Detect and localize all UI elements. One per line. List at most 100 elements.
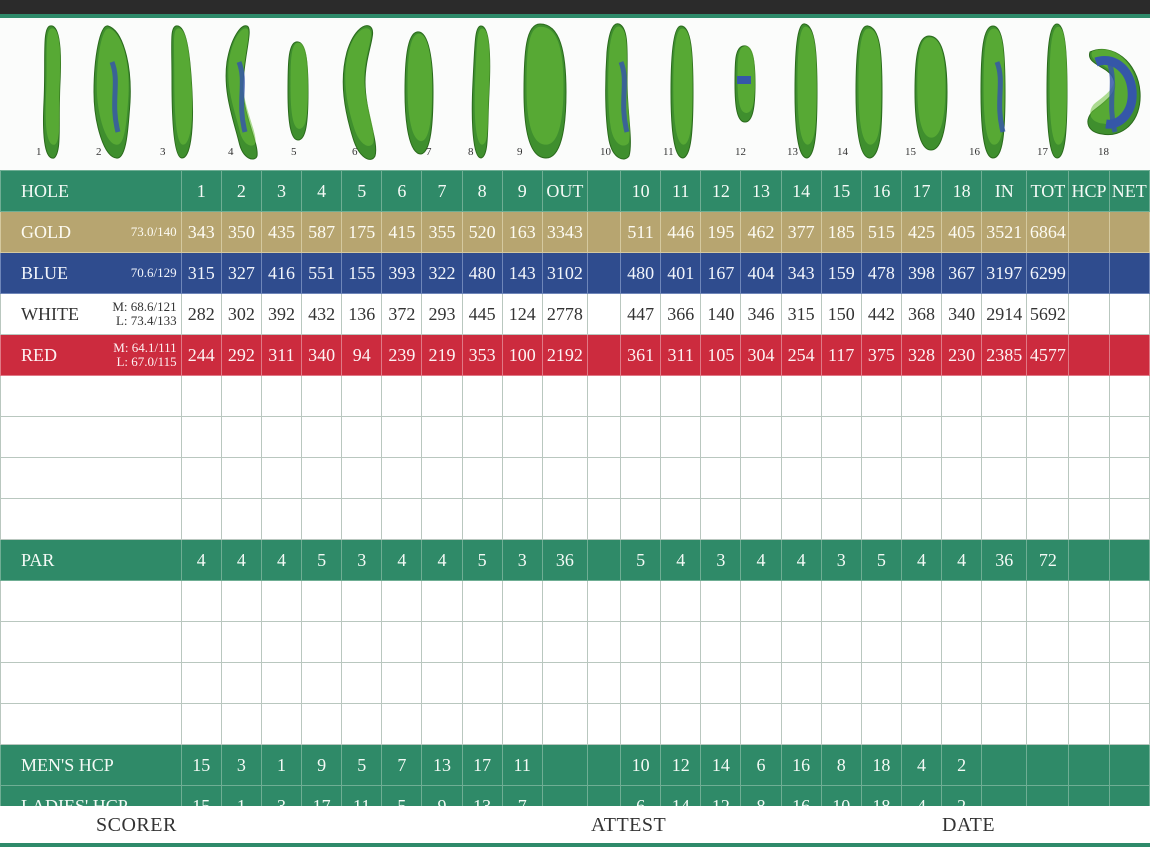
fairway-shape: [171, 25, 193, 159]
tee-row-gold-label: GOLD: [21, 221, 71, 242]
tee-row-red: RED M: 64.1/111 L: 67.0/115 244 292 311 340 94 2…: [0, 334, 1150, 376]
mens-hcp-row-label-cell: MEN'S HCP: [0, 744, 182, 786]
score-entry-row-cell: [461, 498, 503, 540]
tee-row-red-cell: [1068, 334, 1110, 376]
score-entry-row-cell: [586, 621, 622, 663]
score-entry-row: [0, 416, 1150, 458]
hole-5-map: [284, 22, 332, 162]
score-entry-row-cell: [740, 416, 782, 458]
hole-header-row-cell: 14: [780, 170, 822, 212]
tee-row-blue-cell: 343: [780, 252, 822, 294]
tee-row-red-cell: [586, 334, 622, 376]
top-border: [0, 0, 1150, 14]
par-row-cell: 4: [381, 539, 423, 581]
tee-row-blue-cell: 401: [660, 252, 702, 294]
score-entry-row-cell: [860, 580, 902, 622]
tee-row-blue-cell: 404: [740, 252, 782, 294]
fairway-shape: [1087, 48, 1141, 136]
score-entry-row-cell: [180, 457, 222, 499]
score-entry-row-cell: [180, 375, 222, 417]
tee-row-white-cell: 302: [220, 293, 262, 335]
score-entry-row-cell: [220, 621, 262, 663]
score-entry-row-cell: [1108, 498, 1150, 540]
score-entry-row-cell: [780, 580, 822, 622]
tee-row-gold-cell: 435: [260, 211, 303, 253]
score-entry-row-cell: [421, 621, 463, 663]
tee-row-red-cell: 4577: [1026, 334, 1070, 376]
score-entry-row-cell: [700, 375, 742, 417]
score-entry-row-cell: [780, 621, 822, 663]
tee-row-white-cell: 315: [780, 293, 822, 335]
hole-number-label: 12: [735, 146, 746, 158]
tee-row-blue-cell: 322: [421, 252, 463, 294]
score-entry-row-cell: [421, 457, 463, 499]
score-entry-row-cell: [541, 375, 588, 417]
tee-row-white-cell: 392: [260, 293, 303, 335]
mens-hcp-row-cell: [541, 744, 588, 786]
score-entry-row-cell: [1026, 457, 1070, 499]
mens-hcp-row-cell: 9: [300, 744, 343, 786]
hole-header-row-cell: 8: [461, 170, 503, 212]
score-entry-row-cell: [860, 662, 902, 704]
tee-row-red-cell: 311: [260, 334, 303, 376]
par-row-cell: 4: [260, 539, 303, 581]
tee-row-blue-cell: 478: [860, 252, 902, 294]
score-entry-row-cell: [421, 375, 463, 417]
fairway-shape: [1046, 23, 1068, 159]
hole-number-label: 2: [96, 146, 102, 158]
score-entry-row-cell: [780, 498, 822, 540]
par-row-cell: 5: [860, 539, 902, 581]
score-entry-row-cell: [780, 457, 822, 499]
score-entry-row: [0, 498, 1150, 540]
tee-row-gold-cell: 405: [941, 211, 983, 253]
score-entry-row-cell: [300, 457, 343, 499]
fairway-shape: [605, 23, 631, 160]
score-entry-row-cell: [421, 662, 463, 704]
score-entry-row-cell: [586, 457, 622, 499]
par-row-cell: [586, 539, 622, 581]
tee-row-red-label: RED: [21, 344, 57, 365]
score-entry-row-cell: [501, 375, 543, 417]
par-row-cell: 4: [421, 539, 463, 581]
tee-row-gold-cell: 377: [780, 211, 822, 253]
score-entry-row-cell: [381, 375, 423, 417]
score-entry-row-label-cell: [0, 375, 182, 417]
tee-row-white-cell: 346: [740, 293, 782, 335]
score-entry-row-cell: [1026, 416, 1070, 458]
score-entry-row-cell: [660, 498, 702, 540]
tee-row-gold-course-rating: 73.0/140: [131, 213, 177, 252]
score-entry-row-cell: [461, 621, 503, 663]
tee-row-white-cell: 445: [461, 293, 503, 335]
fairway-shape: [43, 25, 61, 159]
fairway-shape: [914, 35, 948, 151]
tee-row-white-cell: [1108, 293, 1150, 335]
hole-header-row-cell: 7: [421, 170, 463, 212]
tee-row-gold-cell: [1108, 211, 1150, 253]
score-entry-row-cell: [941, 416, 983, 458]
score-entry-row-cell: [220, 416, 262, 458]
score-entry-row-cell: [860, 457, 902, 499]
score-entry-row-cell: [620, 662, 662, 704]
par-row-cell: [1108, 539, 1150, 581]
score-entry-row-cell: [341, 375, 383, 417]
score-entry-row-cell: [461, 662, 503, 704]
tee-row-blue-cell: 367: [941, 252, 983, 294]
score-entry-row-cell: [900, 703, 943, 745]
par-row-cell: 4: [220, 539, 262, 581]
score-entry-row-cell: [461, 375, 503, 417]
tee-row-red-cell: 219: [421, 334, 463, 376]
par-row: PAR 4 4 4 5 3 4 4 5 3 36 5 4 3 4 4 3 5 4 4 36 72: [0, 539, 1150, 581]
mens-hcp-row-cell: 14: [700, 744, 742, 786]
score-entry-row-cell: [260, 621, 303, 663]
fairway-shape: [471, 25, 491, 159]
top-accent-line: [0, 14, 1150, 18]
par-row-cell: 4: [941, 539, 983, 581]
score-entry-row-cell: [300, 416, 343, 458]
mens-hcp-row-cell: [1068, 744, 1110, 786]
score-entry-row-cell: [381, 621, 423, 663]
mens-hcp-row-cell: [1108, 744, 1150, 786]
hole-header-row-cell: IN: [981, 170, 1028, 212]
hole-illustrations: 1 2 3 4 5 6 7 8 9 10 11 12 13 14 15 16 17 18: [0, 18, 1150, 170]
mens-hcp-row-cell: 12: [660, 744, 702, 786]
score-entry-row-cell: [620, 580, 662, 622]
